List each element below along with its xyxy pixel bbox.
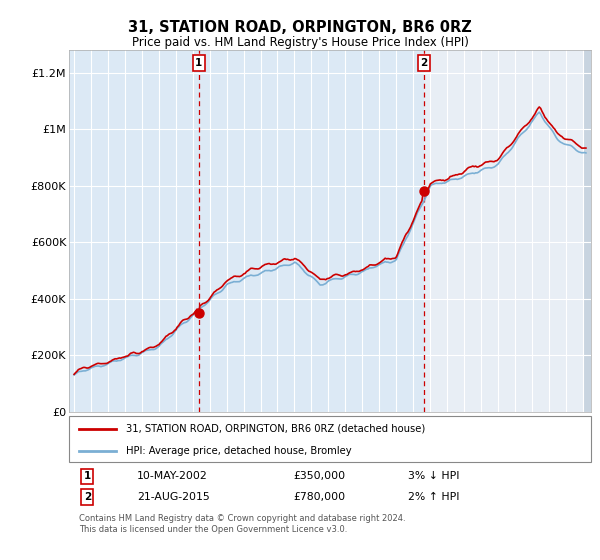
Text: 10-MAY-2002: 10-MAY-2002 <box>137 472 208 482</box>
Text: 2: 2 <box>420 58 428 68</box>
Text: HPI: Average price, detached house, Bromley: HPI: Average price, detached house, Brom… <box>127 446 352 455</box>
Text: £780,000: £780,000 <box>293 492 346 502</box>
FancyBboxPatch shape <box>69 416 591 462</box>
Text: Contains HM Land Registry data © Crown copyright and database right 2024.
This d: Contains HM Land Registry data © Crown c… <box>79 514 406 534</box>
Bar <box>69 50 199 412</box>
Text: 3% ↓ HPI: 3% ↓ HPI <box>409 472 460 482</box>
Text: 21-AUG-2015: 21-AUG-2015 <box>137 492 209 502</box>
Text: 2: 2 <box>83 492 91 502</box>
Text: 1: 1 <box>195 58 202 68</box>
Text: £350,000: £350,000 <box>293 472 346 482</box>
Text: Price paid vs. HM Land Registry's House Price Index (HPI): Price paid vs. HM Land Registry's House … <box>131 36 469 49</box>
Text: 31, STATION ROAD, ORPINGTON, BR6 0RZ: 31, STATION ROAD, ORPINGTON, BR6 0RZ <box>128 20 472 35</box>
Text: 2% ↑ HPI: 2% ↑ HPI <box>409 492 460 502</box>
Bar <box>583 50 600 412</box>
Text: 1: 1 <box>83 472 91 482</box>
Bar <box>199 50 424 412</box>
Text: 31, STATION ROAD, ORPINGTON, BR6 0RZ (detached house): 31, STATION ROAD, ORPINGTON, BR6 0RZ (de… <box>127 424 425 434</box>
